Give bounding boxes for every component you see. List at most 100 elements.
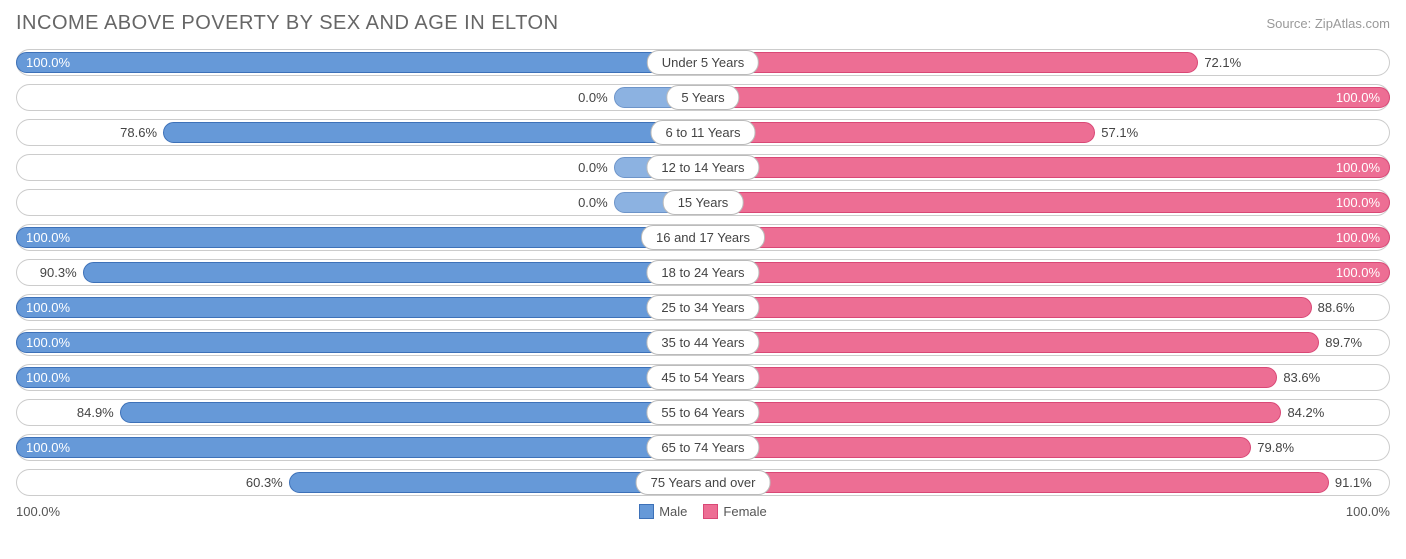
female-value-label: 57.1% [1101,119,1138,146]
axis-label-right: 100.0% [1346,504,1390,519]
legend-male: Male [639,504,687,519]
male-bar [16,297,700,318]
axis-label-left: 100.0% [16,504,60,519]
female-bar [706,297,1312,318]
male-value-label: 84.9% [77,399,114,426]
chart-row: 0.0% 100.0% 12 to 14 Years [16,154,1390,181]
female-half: 83.6% [703,364,1390,391]
female-half: 57.1% [703,119,1390,146]
male-bar [16,367,700,388]
female-value-label: 100.0% [1336,154,1380,181]
category-label: 5 Years [666,85,739,110]
legend-male-label: Male [659,504,687,519]
male-bar [16,437,700,458]
female-half: 100.0% [703,259,1390,286]
female-half: 100.0% [703,154,1390,181]
female-swatch-icon [703,504,718,519]
female-value-label: 84.2% [1287,399,1324,426]
male-bar [83,262,700,283]
male-value-label: 0.0% [578,154,608,181]
chart-row: 90.3% 100.0% 18 to 24 Years [16,259,1390,286]
chart-row: 0.0% 100.0% 5 Years [16,84,1390,111]
category-label: 75 Years and over [636,470,771,495]
male-half: 60.3% [16,469,703,496]
category-label: 65 to 74 Years [646,435,759,460]
female-bar [706,227,1390,248]
category-label: 6 to 11 Years [651,120,756,145]
chart-row: 100.0% 72.1% Under 5 Years [16,49,1390,76]
male-value-label: 60.3% [246,469,283,496]
female-half: 89.7% [703,329,1390,356]
male-value-label: 100.0% [26,224,70,251]
female-half: 91.1% [703,469,1390,496]
chart-row: 84.9% 84.2% 55 to 64 Years [16,399,1390,426]
male-value-label: 0.0% [578,84,608,111]
diverging-bar-chart: 100.0% 72.1% Under 5 Years 0.0% 100.0% 5 Year… [16,49,1390,496]
male-half: 100.0% [16,434,703,461]
chart-row: 100.0%100.0%16 and 17 Years [16,224,1390,251]
male-value-label: 0.0% [578,189,608,216]
category-label: 45 to 54 Years [646,365,759,390]
female-half: 72.1% [703,49,1390,76]
male-half: 84.9% [16,399,703,426]
female-value-label: 100.0% [1336,224,1380,251]
male-half: 100.0% [16,294,703,321]
female-bar [706,192,1390,213]
male-half: 78.6% [16,119,703,146]
male-bar [16,332,700,353]
female-value-label: 88.6% [1318,294,1355,321]
chart-source: Source: ZipAtlas.com [1266,16,1390,31]
category-label: Under 5 Years [647,50,759,75]
chart-row: 0.0% 100.0% 15 Years [16,189,1390,216]
female-bar [706,87,1390,108]
chart-header: INCOME ABOVE POVERTY BY SEX AND AGE IN E… [16,12,1390,35]
female-bar [706,402,1281,423]
male-swatch-icon [639,504,654,519]
male-half: 90.3% [16,259,703,286]
female-bar [706,122,1095,143]
male-value-label: 100.0% [26,364,70,391]
female-bar [706,52,1198,73]
male-half: 0.0% [16,189,703,216]
female-bar [706,472,1329,493]
male-value-label: 100.0% [26,434,70,461]
female-bar [706,332,1319,353]
female-half: 100.0% [703,84,1390,111]
legend-female-label: Female [723,504,766,519]
legend: Male Female [639,504,767,519]
male-half: 100.0% [16,364,703,391]
female-value-label: 100.0% [1336,189,1380,216]
female-half: 100.0% [703,189,1390,216]
chart-row: 100.0% 79.8% 65 to 74 Years [16,434,1390,461]
female-bar [706,367,1277,388]
female-bar [706,437,1251,458]
male-value-label: 100.0% [26,49,70,76]
male-value-label: 100.0% [26,329,70,356]
male-half: 100.0% [16,224,703,251]
category-label: 15 Years [663,190,744,215]
category-label: 12 to 14 Years [646,155,759,180]
male-half: 0.0% [16,154,703,181]
female-half: 100.0% [703,224,1390,251]
female-value-label: 79.8% [1257,434,1294,461]
category-label: 18 to 24 Years [646,260,759,285]
female-value-label: 72.1% [1204,49,1241,76]
male-value-label: 78.6% [120,119,157,146]
male-bar [163,122,700,143]
category-label: 55 to 64 Years [646,400,759,425]
female-bar [706,157,1390,178]
female-value-label: 100.0% [1336,84,1380,111]
male-bar [16,52,700,73]
chart-row: 60.3% 91.1% 75 Years and over [16,469,1390,496]
female-half: 84.2% [703,399,1390,426]
male-bar [120,402,700,423]
female-value-label: 100.0% [1336,259,1380,286]
category-label: 25 to 34 Years [646,295,759,320]
female-half: 88.6% [703,294,1390,321]
male-half: 100.0% [16,329,703,356]
chart-row: 100.0% 83.6% 45 to 54 Years [16,364,1390,391]
female-value-label: 91.1% [1335,469,1372,496]
female-value-label: 83.6% [1283,364,1320,391]
female-bar [706,262,1390,283]
male-value-label: 90.3% [40,259,77,286]
